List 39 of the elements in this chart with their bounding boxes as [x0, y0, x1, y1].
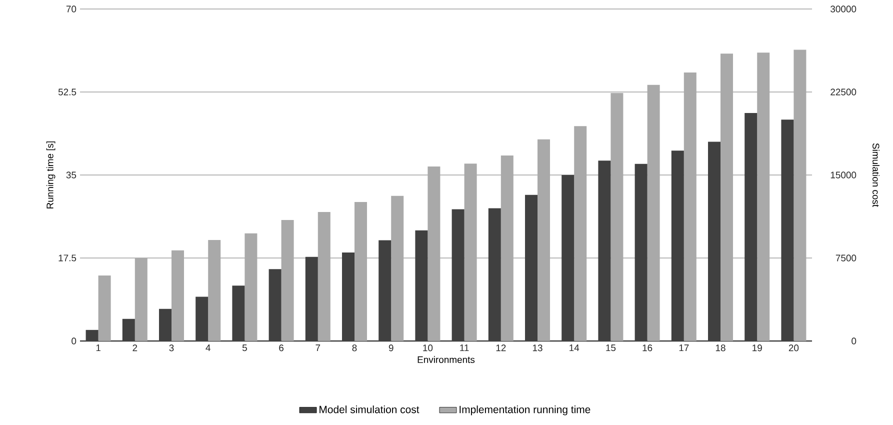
bar	[98, 276, 111, 341]
x-tick-label: 6	[279, 344, 284, 352]
y2-tick-label: 30000	[830, 6, 856, 12]
legend-label: Model simulation cost	[320, 406, 420, 414]
y-axis-title: Running time [s]	[46, 142, 56, 208]
x-tick-label: 14	[570, 344, 580, 352]
x-tick-label: 2	[132, 344, 138, 352]
x-tick-label: 18	[716, 344, 726, 352]
y2-tick-label: 7500	[836, 254, 856, 262]
x-tick-label: 16	[642, 344, 652, 352]
x-tick-label: 13	[532, 344, 542, 352]
y-tick-label: 35	[66, 172, 76, 178]
x-tick-label: 12	[496, 344, 506, 352]
y-tick-label: 52.5	[58, 88, 76, 96]
y-tick-label: 17.5	[58, 254, 76, 262]
bar	[208, 240, 221, 341]
x-tick-label: 15	[606, 344, 616, 352]
x-tick-label: 10	[423, 344, 433, 352]
x-tick-label: 1	[96, 344, 100, 352]
x-tick-label: 17	[679, 344, 689, 352]
y2-tick-label: 0	[852, 338, 856, 344]
y2-axis-title: Simulation cost	[872, 143, 880, 207]
x-tick-label: 3	[169, 344, 174, 352]
legend-label: Implementation running time	[460, 406, 590, 416]
x-tick-label: 11	[460, 344, 469, 352]
x-tick-label: 5	[242, 344, 247, 352]
x-tick-label: 4	[206, 344, 210, 352]
x-tick-label: 7	[316, 344, 320, 352]
y-tick-label: 70	[66, 6, 76, 12]
x-tick-label: 8	[352, 344, 357, 352]
bar	[172, 250, 184, 341]
bar	[134, 258, 148, 341]
y2-tick-label: 15000	[830, 172, 856, 178]
x-tick-label: 20	[788, 344, 799, 352]
x-axis-title: Environments	[418, 356, 475, 364]
y2-tick-label: 22500	[830, 88, 856, 96]
x-tick-label: 9	[388, 344, 394, 352]
y-tick-label: 0	[72, 338, 76, 344]
x-tick-label: 19	[752, 344, 762, 352]
